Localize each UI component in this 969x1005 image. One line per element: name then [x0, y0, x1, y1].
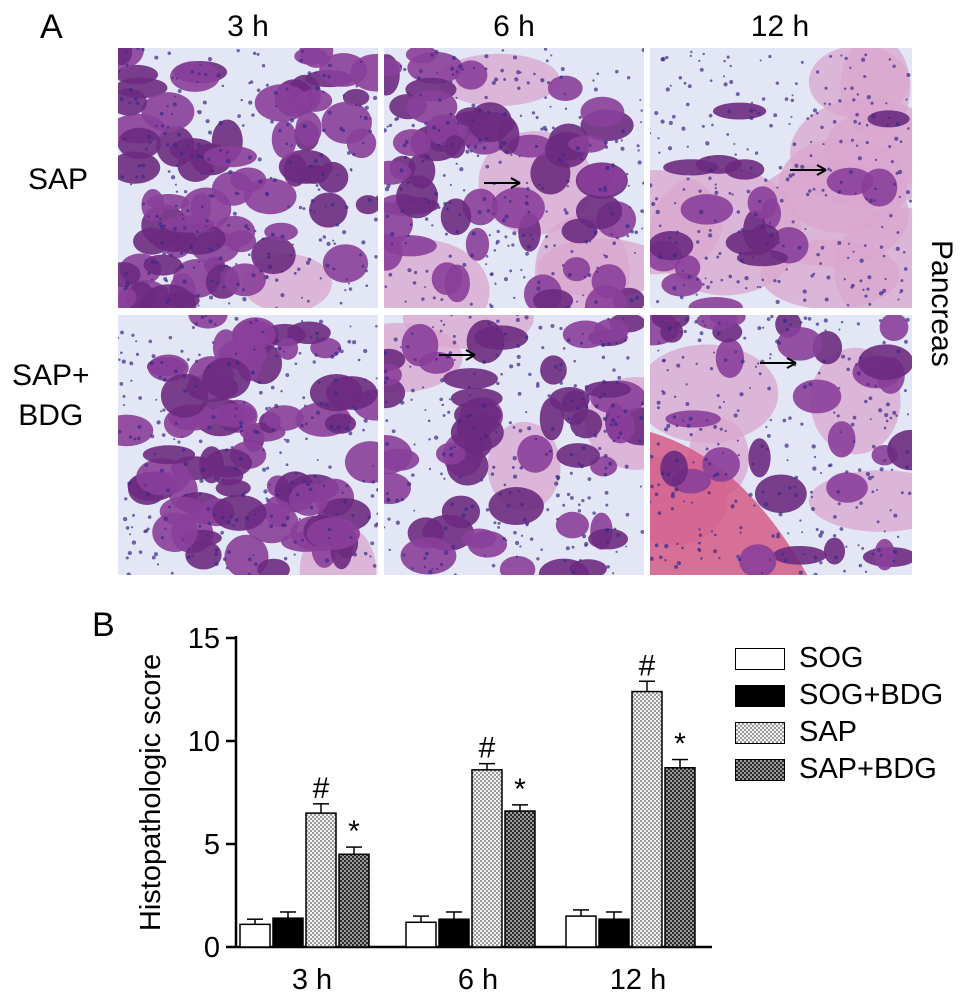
histology-image-sap-bdg-6h: [384, 315, 644, 575]
bar: [565, 915, 597, 948]
x-tick-label: 12 h: [610, 964, 666, 996]
bar: [239, 923, 271, 948]
legend-label-sog: SOG: [799, 642, 864, 674]
legend-item-sap-bdg: SAP+BDG: [735, 751, 943, 788]
bar: [338, 853, 370, 948]
bar: [305, 812, 337, 948]
significance-mark: *: [674, 728, 686, 761]
bar: [598, 918, 630, 948]
panel-a-letter: A: [40, 8, 63, 46]
legend-label-sog-bdg: SOG+BDG: [799, 679, 944, 711]
bar: [504, 810, 536, 948]
histology-image-sap-bdg-3h: [118, 315, 378, 575]
arrow-head: [510, 177, 521, 189]
legend-item-sog: SOG: [735, 640, 943, 677]
bar: [471, 769, 503, 948]
x-tick-label: 6 h: [458, 964, 498, 996]
legend-swatch-sap: [735, 721, 785, 744]
legend-label-sap: SAP: [799, 716, 858, 748]
legend-swatch-sap-bdg: [735, 758, 785, 781]
legend-item-sog-bdg: SOG+BDG: [735, 677, 943, 714]
bar-chart: 0 5 10 15 Histopathologic score # * 3 h # * 6 h # * 1…: [135, 623, 712, 996]
tissue-texture: [384, 315, 644, 575]
x-tick-label: 3 h: [292, 964, 332, 996]
column-header-12h: 12 h: [750, 10, 810, 43]
bar: [438, 918, 470, 948]
bar: [272, 917, 304, 948]
tissue-texture: [118, 315, 378, 575]
side-label-pancreas: Pancreas: [925, 240, 958, 367]
column-header-6h: 6 h: [493, 10, 535, 43]
bar: [631, 690, 663, 948]
bar: [405, 921, 437, 948]
tissue-texture: [118, 48, 378, 308]
legend: SOG SOG+BDG SAP SAP+BDG: [735, 640, 943, 788]
significance-mark: *: [514, 773, 526, 806]
histology-image-sap-6h: [384, 48, 644, 308]
tissue-texture: [650, 315, 912, 575]
arrow-head: [786, 357, 797, 369]
legend-swatch-sog-bdg: [735, 684, 785, 707]
arrow-head: [465, 349, 476, 361]
tissue-texture: [650, 48, 912, 308]
significance-mark: #: [639, 649, 656, 682]
panel-b-letter: B: [92, 606, 115, 644]
legend-label-sap-bdg: SAP+BDG: [799, 753, 937, 785]
row-header-sap-bdg-line1: SAP+: [12, 359, 90, 392]
arrow-head: [816, 164, 827, 176]
row-header-sap-line1: SAP: [28, 163, 89, 196]
y-tick-label: 15: [188, 623, 220, 655]
y-tick-label: 5: [204, 829, 220, 861]
bar: [664, 767, 696, 948]
significance-mark: *: [348, 815, 360, 848]
column-header-3h: 3 h: [227, 10, 269, 43]
row-header-sap-bdg: SAP+ BDG: [12, 356, 90, 436]
legend-item-sap: SAP: [735, 714, 943, 751]
histology-image-sap-bdg-12h: [650, 315, 912, 575]
y-axis-label: Histopathologic score: [135, 654, 167, 931]
significance-mark: #: [479, 732, 496, 765]
tissue-texture: [384, 48, 644, 308]
row-header-sap: SAP: [28, 160, 88, 200]
y-tick-label: 10: [188, 726, 220, 758]
histology-image-sap-12h: [650, 48, 912, 308]
significance-mark: #: [313, 772, 330, 805]
histology-image-sap-3h: [118, 48, 378, 308]
row-header-sap-bdg-line2: BDG: [18, 399, 84, 432]
y-tick-label: 0: [204, 932, 220, 964]
legend-swatch-sog: [735, 647, 785, 670]
